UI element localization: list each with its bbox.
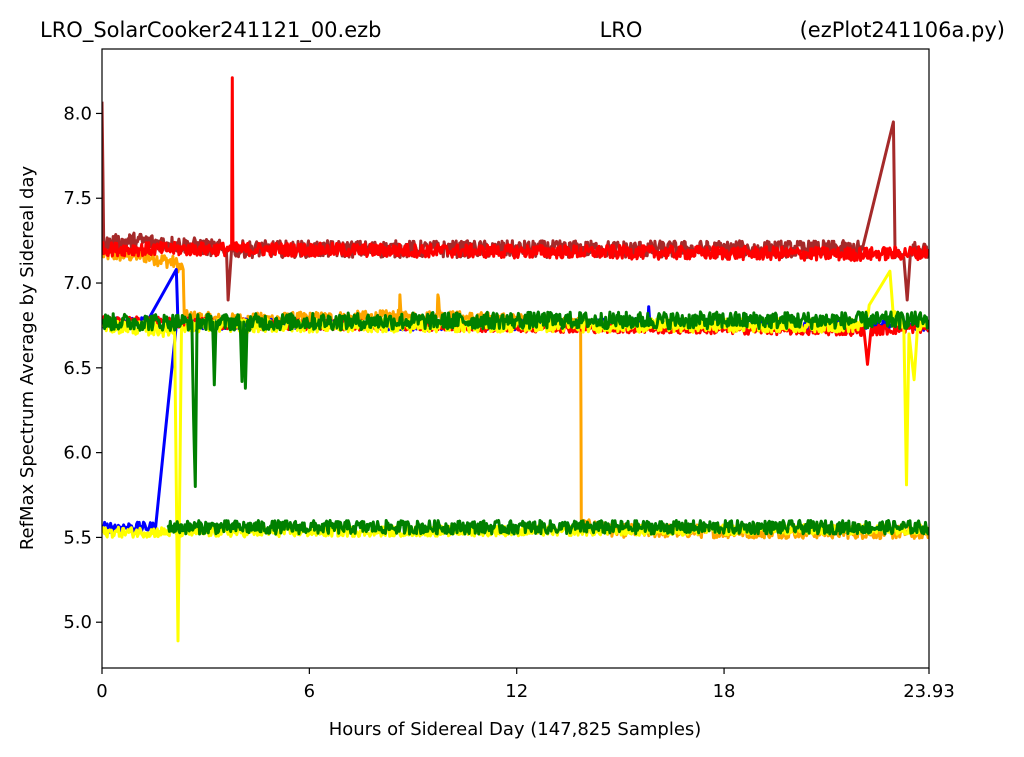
y-tick-label: 5.0: [63, 612, 92, 633]
header-script-name: (ezPlot241106a.py): [800, 18, 1005, 42]
x-tick-label: 12: [505, 681, 528, 702]
x-tick-label: 0: [96, 681, 107, 702]
x-tick-label: 6: [304, 681, 315, 702]
series-line-3: [102, 325, 178, 534]
y-tick-label: 7.5: [63, 188, 92, 209]
y-tick-label: 6.5: [63, 358, 92, 379]
header-file-name: LRO_SolarCooker241121_00.ezb: [40, 18, 382, 43]
plot-frame: [101, 48, 930, 669]
y-tick-label: 8.0: [63, 103, 92, 124]
series-layer: [102, 76, 929, 643]
y-tick-label: 7.0: [63, 273, 92, 294]
x-axis-label: Hours of Sidereal Day (147,825 Samples): [329, 719, 702, 740]
series-line-9: [102, 310, 929, 488]
y-tick-label: 5.5: [63, 527, 92, 548]
x-tick-label: 18: [713, 681, 736, 702]
series-line-4: [102, 101, 929, 302]
header-site-name: LRO: [600, 18, 643, 42]
series-line-10: [166, 519, 929, 536]
x-tick-label: 23.93: [903, 681, 955, 702]
series-line-5: [102, 76, 929, 263]
y-tick-label: 6.0: [63, 443, 92, 464]
y-axis-label: RefMax Spectrum Average by Sidereal day: [17, 166, 38, 551]
x-axis: 0 6 12 18 23.93: [96, 668, 955, 702]
y-axis: 5.0 5.5 6.0 6.5 7.0 7.5 8.0: [63, 103, 102, 633]
series-line-1: [102, 246, 929, 541]
